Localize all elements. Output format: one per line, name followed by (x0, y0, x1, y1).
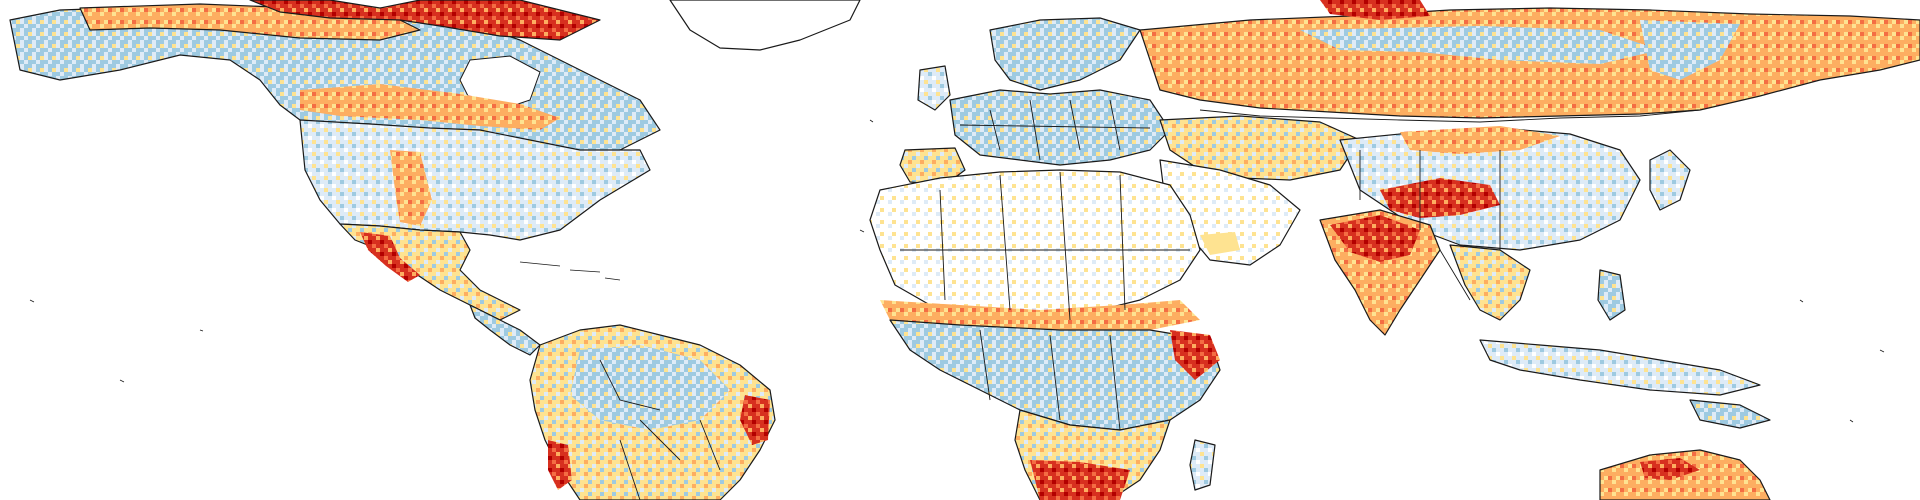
pacific-islands (29, 119, 1885, 423)
north-asia (1139, 0, 1920, 123)
region-brazil-east-hot (740, 395, 770, 445)
caribbean-islands (519, 261, 621, 281)
region-tibet-hot (1380, 178, 1500, 218)
south-east-asia (1319, 126, 1761, 396)
russia-border (1199, 109, 1701, 123)
region-central-america (469, 304, 541, 356)
region-north-africa (869, 169, 1201, 316)
region-east-africa-hot (1170, 330, 1220, 380)
region-china-north-orange (1400, 126, 1560, 154)
region-rockies (390, 150, 432, 226)
europe (899, 17, 1171, 186)
region-indochina (1449, 244, 1531, 321)
asia-borders (1359, 150, 1501, 301)
south-america (529, 324, 776, 500)
region-india-hot (1330, 215, 1420, 262)
region-canada-south (300, 84, 560, 130)
region-andes-hot (548, 440, 572, 490)
sa-borders (599, 359, 721, 500)
region-sahel-band (880, 300, 1200, 330)
region-madagascar (1189, 439, 1216, 491)
region-mexico-hot (360, 232, 420, 282)
region-greenland (669, 0, 861, 51)
region-scandinavia (989, 17, 1141, 91)
region-far-east-blue (1640, 20, 1740, 80)
region-new-guinea (1689, 399, 1771, 429)
region-siberia-blue (1300, 26, 1660, 64)
region-indonesia (1479, 339, 1761, 396)
australia (1599, 399, 1771, 500)
region-arctic-red (1320, 0, 1430, 20)
region-russia (1139, 7, 1920, 119)
europe-borders (959, 99, 1151, 161)
africa-borders (900, 171, 1190, 431)
region-central-asia (1159, 115, 1361, 181)
north-america (9, 0, 861, 356)
region-southern-africa-hot (1030, 460, 1130, 500)
small-islands (29, 119, 1885, 423)
region-australia-hot (1640, 458, 1700, 480)
region-europe (949, 89, 1171, 166)
region-japan (1649, 149, 1691, 211)
region-uk (917, 65, 951, 111)
africa (869, 169, 1221, 500)
region-amazon (570, 345, 730, 430)
region-arabia-patch (1200, 232, 1240, 255)
region-arctic-islands (249, 0, 601, 41)
region-philippines (1597, 269, 1626, 321)
